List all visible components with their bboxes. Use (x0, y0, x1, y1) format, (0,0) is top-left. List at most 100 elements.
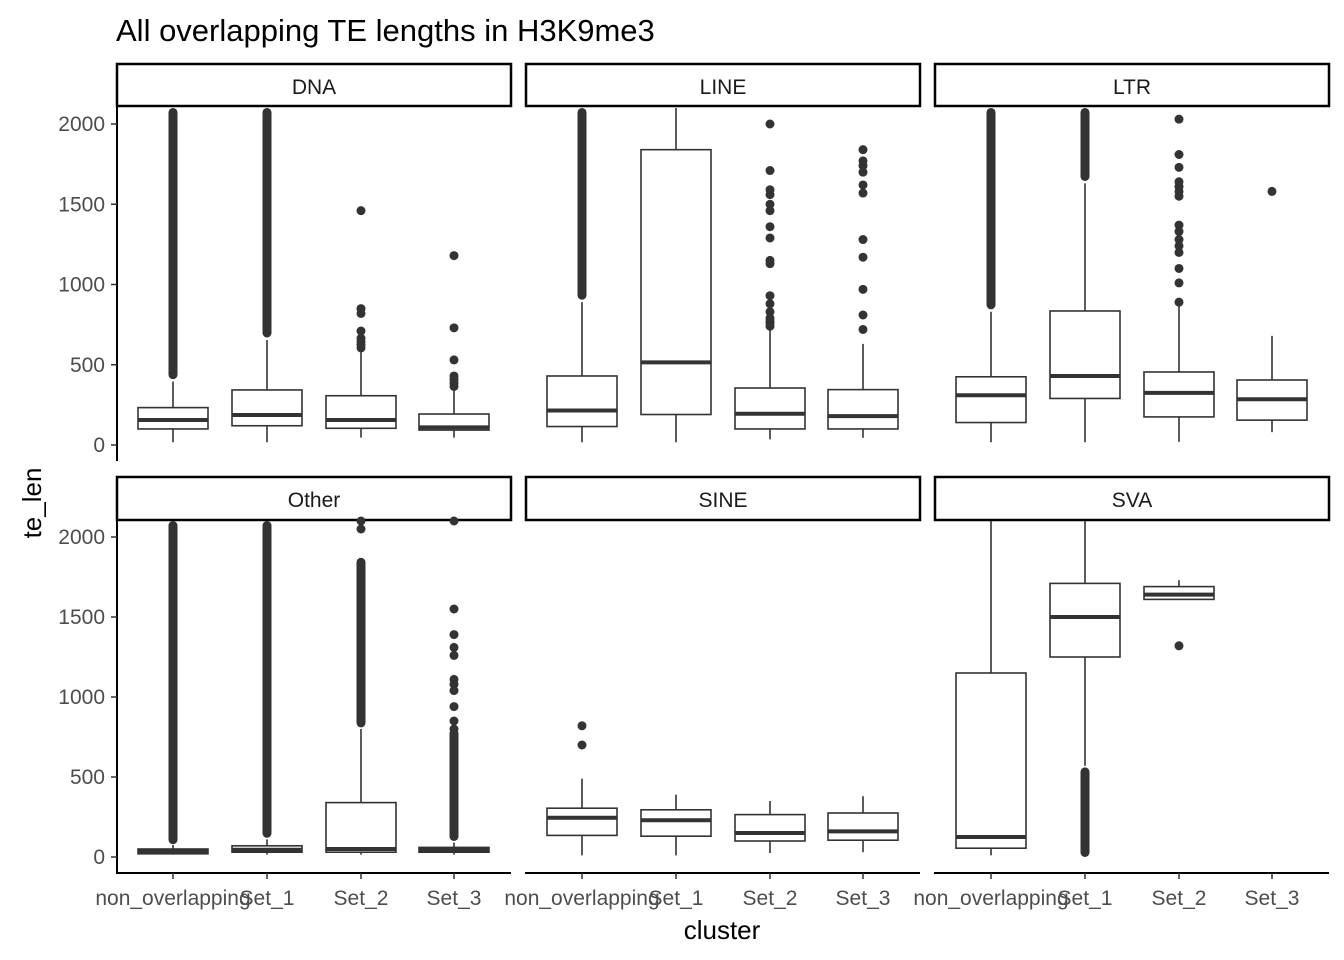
box-set_3 (418, 251, 490, 438)
outlier-point (356, 206, 366, 216)
box-set_1 (231, 521, 303, 855)
y-tick-label: 1000 (58, 274, 105, 297)
y-tick-label: 1500 (58, 606, 105, 629)
outlier-point (765, 299, 775, 309)
y-tick-label: 0 (93, 434, 105, 457)
x-tick-label: Set_3 (427, 887, 482, 910)
outlier-point (858, 310, 868, 320)
x-tick-label: non_overlapping (913, 887, 1068, 910)
box-iqr (827, 388, 899, 430)
outlier-point (765, 307, 775, 317)
outlier-point (449, 251, 459, 261)
chart-title: All overlapping TE lengths in H3K9me3 (116, 13, 655, 48)
y-tick-label: 2000 (58, 113, 105, 136)
box-iqr (640, 148, 712, 416)
outlier-point (1174, 241, 1184, 251)
box-set_2 (1143, 114, 1215, 442)
outlier-band (262, 521, 272, 838)
x-tick-label: Set_1 (1058, 887, 1113, 910)
x-tick-label: Set_3 (1245, 887, 1300, 910)
outlier-point (1174, 247, 1184, 257)
outlier-point (858, 235, 868, 245)
outlier-point (1174, 263, 1184, 273)
box-set_1 (1049, 521, 1121, 857)
box-set_2 (325, 206, 397, 438)
facet-strip-label: SINE (698, 489, 747, 512)
outlier-band (168, 107, 178, 380)
outlier-point (858, 324, 868, 334)
outlier-point (858, 180, 868, 190)
outlier-point (1174, 297, 1184, 307)
outlier-band (356, 557, 366, 728)
box-set_3 (1236, 186, 1308, 433)
x-tick-label: non_overlapping (95, 887, 250, 910)
outlier-band (449, 729, 459, 841)
outlier-point (765, 119, 775, 129)
outlier-point (1174, 278, 1184, 288)
outlier-point (765, 233, 775, 243)
box-non_overlapping (955, 107, 1027, 443)
outlier-point (765, 190, 775, 200)
box-iqr (325, 394, 397, 430)
outlier-point (449, 630, 459, 640)
outlier-point (577, 740, 587, 750)
box-set_3 (418, 516, 490, 855)
outlier-point (356, 343, 366, 353)
outlier-point (858, 167, 868, 177)
facet-strip (524, 475, 922, 522)
facet-strip-label: SVA (1112, 489, 1152, 512)
facet-strip (524, 62, 922, 108)
x-tick-label: Set_2 (1152, 887, 1207, 910)
facet-strip-label: LTR (1113, 76, 1151, 99)
outlier-point (449, 686, 459, 696)
outlier-band (1080, 107, 1090, 181)
box-iqr (1049, 310, 1121, 400)
outlier-band (262, 107, 272, 338)
x-tick-label: Set_1 (649, 887, 704, 910)
facet-strip (933, 475, 1331, 522)
outlier-point (765, 259, 775, 269)
outlier-point (1174, 191, 1184, 201)
outlier-band (168, 521, 178, 845)
facet-strip-label: LINE (700, 76, 747, 99)
outlier-point (765, 291, 775, 301)
outlier-band (986, 107, 996, 310)
box-non_overlapping (137, 107, 209, 443)
outlier-point (449, 679, 459, 689)
box-iqr (546, 807, 618, 837)
facet-strip-label: DNA (292, 76, 336, 99)
box-non_overlapping (955, 521, 1027, 856)
box-non_overlapping (137, 521, 209, 855)
box-iqr (231, 389, 303, 427)
outlier-point (356, 326, 366, 336)
outlier-point (449, 642, 459, 652)
box-iqr (955, 672, 1027, 849)
outlier-point (1174, 227, 1184, 237)
x-tick-label: Set_1 (240, 887, 295, 910)
box-set_3 (827, 145, 899, 438)
outlier-point (765, 206, 775, 216)
box-set_1 (231, 107, 303, 443)
outlier-point (449, 381, 459, 391)
outlier-point (577, 721, 587, 731)
outlier-point (1174, 235, 1184, 245)
outlier-point (1267, 186, 1277, 196)
box-set_2 (325, 516, 397, 855)
box-set_1 (1049, 107, 1121, 443)
x-tick-label: non_overlapping (504, 887, 659, 910)
outlier-point (356, 516, 366, 526)
box-iqr (546, 375, 618, 428)
y-tick-label: 1500 (58, 193, 105, 216)
outlier-point (356, 308, 366, 318)
outlier-band (1080, 767, 1090, 857)
outlier-point (1174, 149, 1184, 159)
x-tick-label: Set_3 (836, 887, 891, 910)
box-set_2 (1143, 580, 1215, 651)
box-set_3 (827, 796, 899, 853)
outlier-point (449, 724, 459, 734)
outlier-point (765, 199, 775, 209)
outlier-point (449, 604, 459, 614)
